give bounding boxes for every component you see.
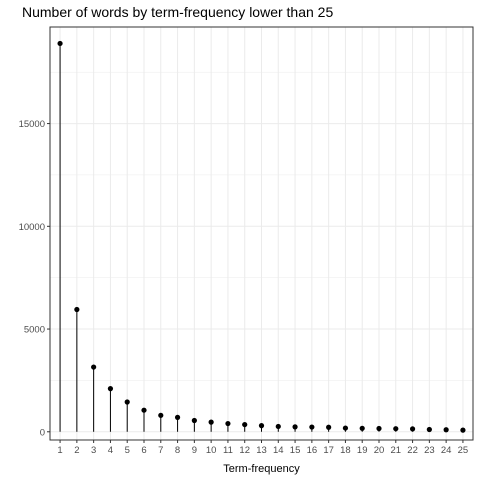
lollipop-point (242, 421, 248, 428)
lollipop-point (91, 364, 97, 370)
x-tick-label: 25 (458, 445, 469, 456)
lollipop-point (426, 426, 432, 433)
y-tick-label: 0 (40, 427, 45, 438)
x-tick-label: 9 (192, 445, 197, 456)
x-tick-label: 18 (340, 445, 351, 456)
y-tick-label: 5000 (24, 325, 45, 336)
lollipop-point (258, 423, 265, 429)
x-tick-label: 20 (374, 445, 385, 456)
y-tick-label: 15000 (19, 119, 45, 130)
lollipop-point (208, 419, 214, 425)
lollipop-point (309, 424, 315, 430)
x-tick-label: 19 (357, 445, 368, 456)
lollipop-point (443, 427, 449, 433)
x-tick-label: 21 (390, 445, 401, 456)
x-tick-label: 12 (239, 445, 250, 456)
lollipop-point (359, 425, 365, 431)
lollipop-point (191, 417, 197, 424)
lollipop-point (460, 427, 466, 433)
lollipop-point (57, 40, 63, 47)
lollipop-point (275, 423, 281, 430)
x-tick-label: 2 (74, 445, 79, 456)
x-tick-label: 13 (256, 445, 267, 456)
lollipop-point (393, 426, 399, 432)
lollipop-point (158, 412, 164, 418)
x-tick-label: 17 (323, 445, 334, 456)
lollipop-point (376, 425, 382, 432)
y-axis: 0 5000 10000 15000 (19, 119, 50, 438)
x-tick-label: 16 (307, 445, 318, 456)
x-tick-label: 3 (91, 445, 96, 456)
x-tick-label: 1 (57, 445, 62, 456)
lollipop-stems (59, 43, 464, 432)
grid-lines (50, 27, 473, 440)
x-tick-label: 23 (424, 445, 435, 456)
lollipop-points (57, 40, 466, 433)
lollipop-point (141, 407, 147, 413)
lollipop-point (107, 386, 114, 392)
lollipop-point (225, 420, 231, 427)
x-tick-label: 4 (108, 445, 113, 456)
panel-border (49, 26, 474, 441)
chart-title: Number of words by term-frequency lower … (22, 4, 334, 20)
x-tick-label: 14 (273, 445, 284, 456)
x-tick-label: 11 (223, 445, 233, 456)
x-tick-label: 22 (407, 445, 418, 456)
lollipop-point (74, 306, 80, 313)
x-tick-label: 6 (141, 445, 146, 456)
x-tick-label: 8 (175, 445, 180, 456)
lollipop-point (326, 424, 332, 430)
lollipop-point (409, 426, 416, 432)
y-tick-label: 10000 (19, 222, 45, 233)
lollipop-point (124, 399, 130, 405)
x-tick-label: 7 (158, 445, 163, 456)
x-tick-label: 15 (290, 445, 301, 456)
x-tick-label: 24 (441, 445, 452, 456)
x-axis: 1 2 3 4 5 6 7 8 9 10 11 12 13 14 15 16 17 18 19 20 21 22 23 24 2… (57, 440, 468, 456)
lollipop-point (174, 414, 181, 420)
lollipop-point (342, 425, 349, 431)
lollipop-point (292, 424, 298, 430)
x-tick-label: 5 (125, 445, 130, 456)
x-tick-label: 10 (206, 445, 217, 456)
x-axis-title: Term-frequency (223, 463, 300, 475)
